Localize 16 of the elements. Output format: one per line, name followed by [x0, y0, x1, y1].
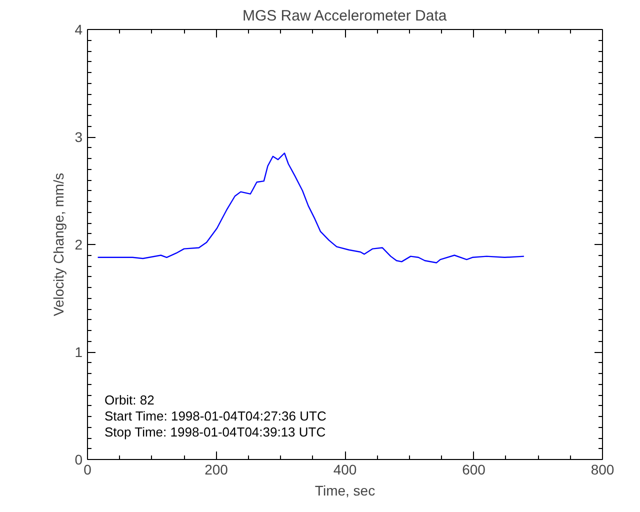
annotation: Orbit: 82: [104, 392, 154, 408]
annotation: Stop Time: 1998-01-04T04:39:13 UTC: [104, 424, 326, 440]
y-tick-label: 1: [74, 344, 83, 360]
x-tick-label: 200: [204, 462, 228, 478]
y-tick-label: 4: [74, 22, 83, 38]
y-axis-title: Velocity Change, mm/s: [50, 172, 67, 316]
line-series: [97, 152, 525, 264]
x-axis-title: Time, sec: [314, 482, 376, 498]
annotation: Start Time: 1998-01-04T04:27:36 UTC: [104, 408, 326, 424]
y-tick-label: 2: [74, 236, 83, 252]
x-tick-label: 800: [590, 462, 614, 478]
y-tick-label: 0: [74, 452, 83, 468]
y-tick-label: 3: [74, 129, 83, 145]
x-tick-label: 400: [333, 462, 357, 478]
x-tick-label: 600: [462, 462, 486, 478]
chart-title: MGS Raw Accelerometer Data: [242, 8, 448, 24]
